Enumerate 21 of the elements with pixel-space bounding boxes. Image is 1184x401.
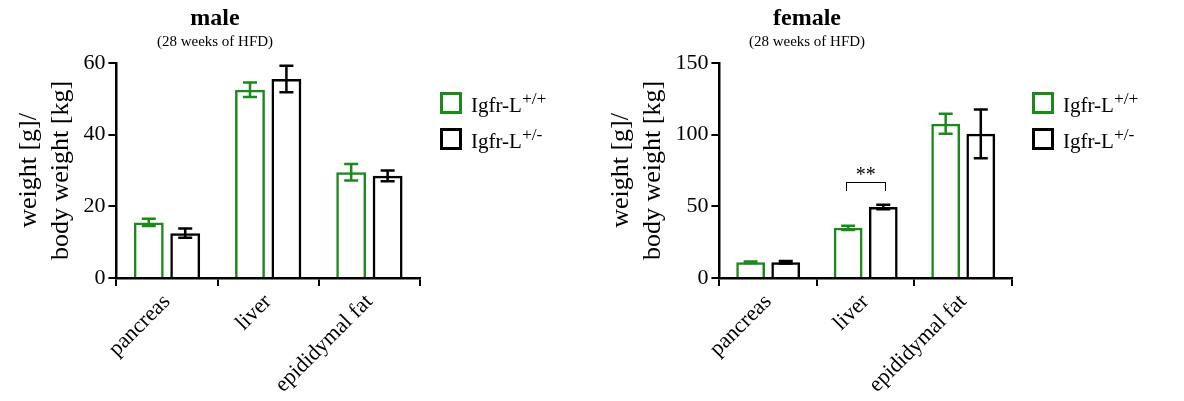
legend-label: Igfr-L$^{+/+}$: [1063, 88, 1139, 118]
legend-label: Igfr-L$^{+/+}$: [471, 88, 547, 118]
x-tick-label: liver: [229, 287, 277, 335]
y-axis-title: weight [g]/ body weight [kg]: [13, 80, 74, 260]
y-tick-label: 50: [686, 192, 709, 218]
annotation: **: [854, 163, 877, 186]
y-tick-label: 0: [94, 263, 106, 289]
y-axis-title: weight [g]/ body weight [kg]: [605, 80, 666, 260]
chart-subtitle: (28 weeks of HFD): [748, 32, 866, 50]
y-tick-label: 60: [83, 48, 106, 74]
y-tick-label: 100: [675, 120, 709, 146]
y-tick-label: 40: [83, 120, 106, 146]
legend-label: Igfr-L$^{+/-}$: [471, 124, 543, 154]
legend-label: Igfr-L$^{+/-}$: [1063, 124, 1135, 154]
y-tick-label: 150: [675, 48, 709, 74]
x-tick-label: liver: [827, 287, 874, 335]
chart-title: male: [190, 3, 240, 30]
y-tick-label: 20: [83, 192, 106, 218]
y-tick-label: 0: [697, 263, 709, 289]
chart-title: female: [773, 3, 842, 30]
chart-subtitle: (28 weeks of HFD): [156, 32, 274, 50]
